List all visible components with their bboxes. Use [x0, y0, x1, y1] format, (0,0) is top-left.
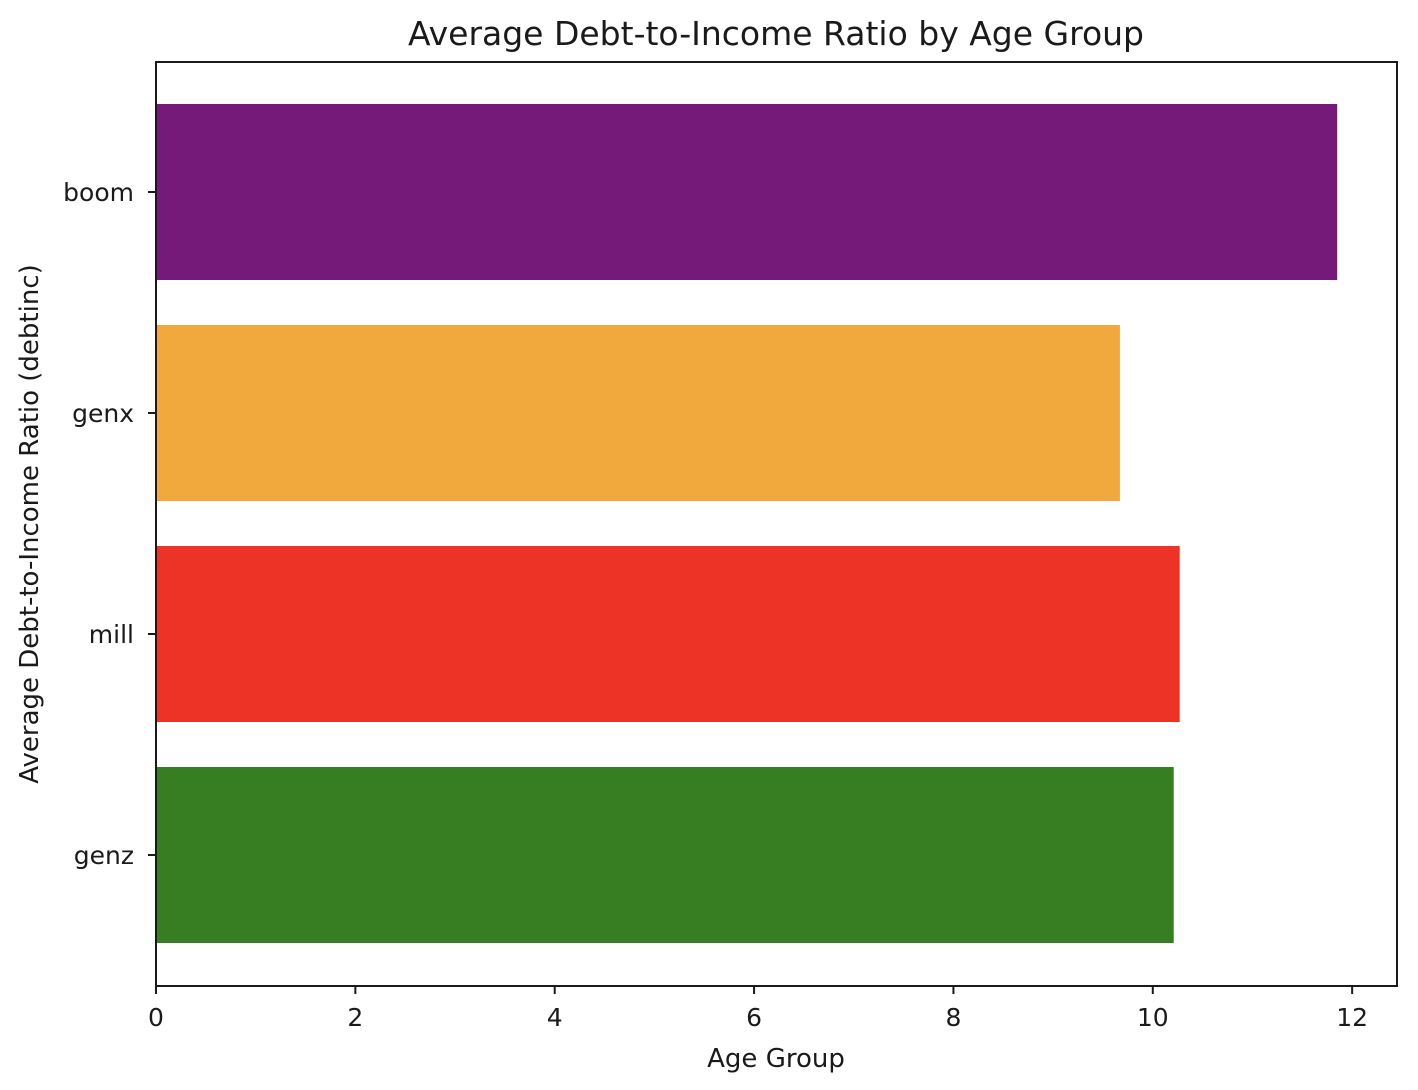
plot-frame [155, 61, 1398, 987]
bar-mill [156, 546, 1180, 722]
x-tick-label: 4 [547, 1003, 563, 1032]
x-tick-label: 6 [746, 1003, 762, 1032]
y-tick-label: genx [72, 399, 134, 428]
bar-genx [156, 325, 1120, 501]
x-tick-label: 2 [347, 1003, 363, 1032]
x-tick-label: 8 [945, 1003, 961, 1032]
bar-boom [156, 104, 1338, 280]
chart-title: Average Debt-to-Income Ratio by Age Grou… [408, 14, 1144, 53]
y-axis-ticks: boom genx mill genz [63, 178, 156, 870]
bars-layer [156, 104, 1338, 943]
x-tick-label: 10 [1137, 1003, 1169, 1032]
y-tick-label: genz [74, 841, 134, 870]
x-tick-label: 12 [1336, 1003, 1368, 1032]
y-tick-label: mill [89, 620, 134, 649]
y-axis-label: Average Debt-to-Income Ratio (debtinc) [15, 264, 45, 784]
bar-genz [156, 767, 1174, 943]
x-axis-label: Age Group [707, 1044, 845, 1074]
x-tick-label: 0 [148, 1003, 164, 1032]
x-axis-ticks: 0 2 4 6 8 10 12 [148, 986, 1368, 1032]
y-tick-label: boom [63, 178, 134, 207]
